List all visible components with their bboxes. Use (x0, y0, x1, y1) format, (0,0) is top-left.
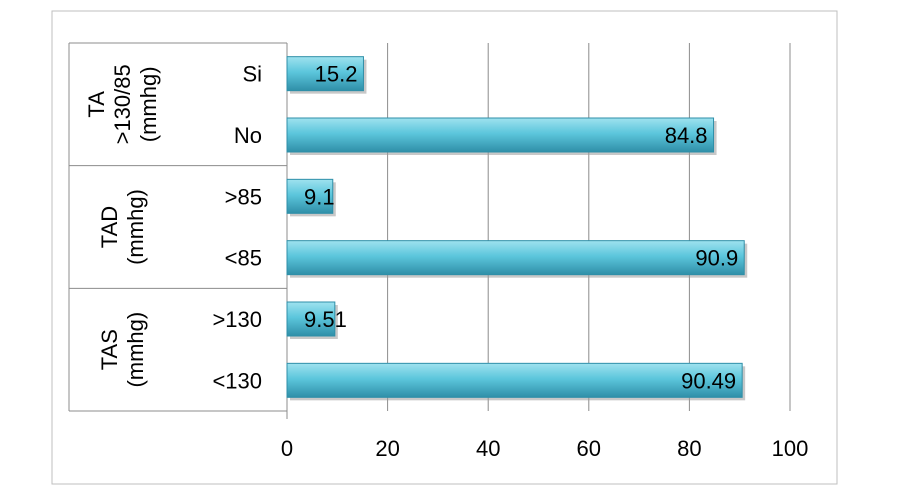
group-label: TA>130/85(mmhg) (84, 64, 161, 144)
group-label-line: (mmhg) (123, 312, 148, 388)
x-tick-label: 100 (772, 436, 809, 461)
group-label-line: >130/85 (110, 64, 135, 144)
bar (286, 56, 364, 92)
category-label: >130 (212, 307, 262, 332)
group-label: TAS(mmhg) (97, 312, 148, 388)
data-label: 90.9 (695, 246, 738, 271)
x-tick-label: 40 (476, 436, 500, 461)
data-label: 9.51 (304, 307, 347, 332)
x-axis-ticks: 0 20 40 60 80 100 (281, 436, 808, 461)
group-label-line: TAS (97, 329, 122, 370)
bar (286, 240, 745, 276)
x-tick-label: 80 (677, 436, 701, 461)
data-label: 84.8 (665, 123, 708, 148)
bar (286, 301, 336, 337)
group-label-line: TAD (97, 206, 122, 248)
group-label: TAD(mmhg) (97, 189, 148, 265)
data-label: 90.49 (681, 368, 736, 393)
bar (286, 117, 715, 153)
x-tick-label: 0 (281, 436, 293, 461)
gridlines (68, 42, 791, 419)
bar (286, 178, 334, 214)
bars: 15.2 84.8 9.1 90.9 9.51 90.49 (286, 56, 748, 401)
bar (286, 362, 743, 398)
category-label: Si (242, 62, 262, 87)
category-label: No (234, 123, 262, 148)
category-label: <85 (225, 246, 262, 271)
x-tick-label: 20 (375, 436, 399, 461)
category-label: <130 (212, 368, 262, 393)
data-label: 9.1 (304, 184, 335, 209)
group-label-line: (mmhg) (123, 189, 148, 265)
data-label: 15.2 (315, 62, 358, 87)
group-label-line: TA (84, 91, 109, 118)
group-label-line: (mmhg) (136, 66, 161, 142)
x-tick-label: 60 (577, 436, 601, 461)
category-label: >85 (225, 184, 262, 209)
